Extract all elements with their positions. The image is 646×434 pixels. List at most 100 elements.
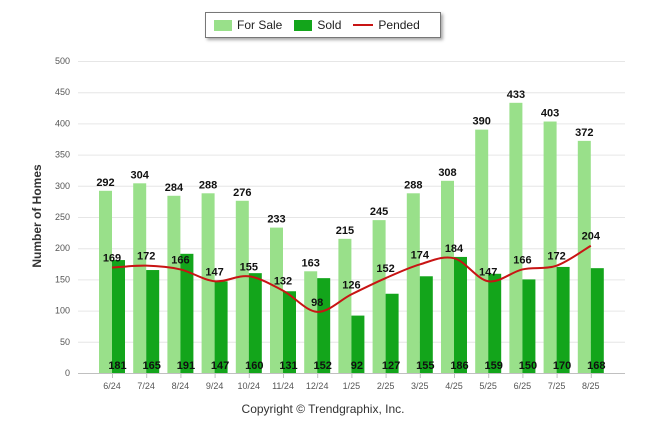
bar-sold (180, 253, 194, 373)
data-label-sold: 131 (279, 360, 297, 372)
data-label-for-sale: 163 (302, 257, 320, 269)
data-label-sold: 168 (587, 360, 605, 372)
y-tick-label: 400 (55, 118, 70, 128)
data-label-sold: 170 (553, 360, 571, 372)
data-label-sold: 160 (245, 360, 263, 372)
data-label-sold: 127 (382, 360, 400, 372)
data-label-sold: 155 (416, 360, 434, 372)
x-tick-label: 6/24 (103, 381, 121, 391)
bar-sold (522, 279, 536, 373)
data-label-pended: 126 (342, 279, 360, 291)
bar-sold (419, 276, 433, 373)
y-tick-label: 0 (65, 368, 70, 378)
bar-sold (385, 293, 399, 373)
bar-sold (351, 315, 365, 373)
data-label-sold: 92 (351, 360, 363, 372)
bar-for-sale (338, 238, 352, 373)
pended-series-line (111, 244, 592, 313)
x-tick-label: 1/25 (343, 381, 361, 391)
bar-for-sale (99, 190, 112, 373)
x-tick-label: 8/25 (582, 381, 600, 391)
legend-item-pended[interactable]: Pended (353, 18, 420, 32)
data-label-pended: 204 (582, 231, 601, 243)
x-tick-label: 12/24 (306, 381, 329, 391)
bar-sold (317, 278, 331, 373)
data-label-pended: 98 (311, 297, 323, 309)
bar-for-sale (543, 121, 557, 373)
bar-for-sale (133, 183, 147, 373)
legend-item-sold[interactable]: Sold (294, 18, 341, 32)
x-tick-label: 5/25 (479, 381, 497, 391)
bar-sold (454, 256, 467, 373)
x-tick-label: 4/25 (445, 381, 463, 391)
bar-for-sale (372, 220, 386, 373)
x-tick-label: 7/24 (137, 381, 155, 391)
data-label-pended: 172 (547, 251, 565, 263)
y-tick-label: 450 (55, 87, 70, 97)
data-label-for-sale: 308 (438, 167, 456, 179)
legend-swatch-for-sale (214, 19, 232, 31)
data-label-pended: 147 (205, 266, 223, 278)
data-label-for-sale: 245 (370, 206, 388, 218)
bar-for-sale (441, 180, 454, 373)
bar-sold (590, 268, 604, 373)
data-label-pended: 152 (376, 263, 394, 275)
y-tick-label: 250 (55, 212, 70, 222)
data-label-for-sale: 215 (336, 225, 354, 237)
data-label-pended: 132 (274, 276, 292, 288)
bar-for-sale (475, 129, 489, 373)
data-label-for-sale: 433 (507, 89, 525, 101)
data-label-pended: 147 (479, 266, 497, 278)
y-tick-label: 500 (55, 56, 70, 66)
x-tick-label: 6/25 (514, 381, 532, 391)
data-label-for-sale: 233 (267, 214, 285, 226)
bars (99, 102, 604, 374)
data-label-sold: 150 (519, 360, 537, 372)
legend-swatch-sold (294, 19, 313, 31)
y-tick-label: 100 (55, 306, 70, 316)
bar-sold (146, 270, 160, 373)
bar-for-sale (235, 200, 249, 373)
y-tick-label: 150 (55, 274, 70, 284)
legend-label-for-sale: For Sale (237, 18, 283, 32)
data-label-for-sale: 288 (199, 179, 217, 191)
data-label-sold: 159 (485, 360, 503, 372)
data-label-sold: 181 (108, 360, 126, 372)
data-label-pended: 166 (171, 254, 189, 266)
y-axis-ticks: 0 50 100 150 200 250 300 350 400 450 500 (55, 56, 70, 378)
x-tick-label: 3/25 (411, 381, 429, 391)
copyright-text: Copyright © Trendgraphix, Inc. (241, 402, 405, 416)
x-axis-ticks: 6/24 7/24 8/24 9/24 10/24 11/24 12/24 1/25 2/25 3… (103, 373, 600, 391)
data-labels: 292 181 304 165 284 191 288 147 276 160 233 131 163 1… (96, 89, 605, 372)
legend-swatch-pended (353, 24, 374, 26)
data-label-for-sale: 372 (575, 127, 593, 139)
data-label-sold: 152 (314, 360, 332, 372)
data-label-pended: 166 (513, 254, 531, 266)
bar-for-sale (304, 271, 318, 373)
data-label-pended: 169 (103, 253, 121, 265)
x-tick-label: 10/24 (238, 381, 261, 391)
pended-line (111, 244, 592, 313)
bar-sold (248, 273, 262, 373)
data-label-pended: 172 (137, 251, 155, 263)
data-label-sold: 147 (211, 360, 229, 372)
bar-for-sale (509, 102, 523, 374)
y-tick-label: 50 (60, 337, 70, 347)
bar-sold (214, 281, 228, 373)
bar-for-sale (167, 195, 181, 373)
data-label-sold: 191 (177, 360, 195, 372)
data-label-pended: 174 (411, 249, 430, 261)
bar-for-sale (577, 140, 591, 373)
legend-label-pended: Pended (378, 18, 420, 32)
data-label-sold: 186 (450, 360, 468, 372)
legend-item-for-sale[interactable]: For Sale (214, 18, 282, 32)
y-tick-label: 300 (55, 181, 70, 191)
y-tick-label: 350 (55, 150, 70, 160)
data-label-for-sale: 304 (131, 169, 150, 181)
x-tick-label: 9/24 (206, 381, 224, 391)
x-tick-label: 7/25 (548, 381, 566, 391)
bar-for-sale (406, 193, 420, 373)
y-axis-label: Number of Homes (30, 164, 44, 268)
bar-sold (556, 266, 570, 373)
